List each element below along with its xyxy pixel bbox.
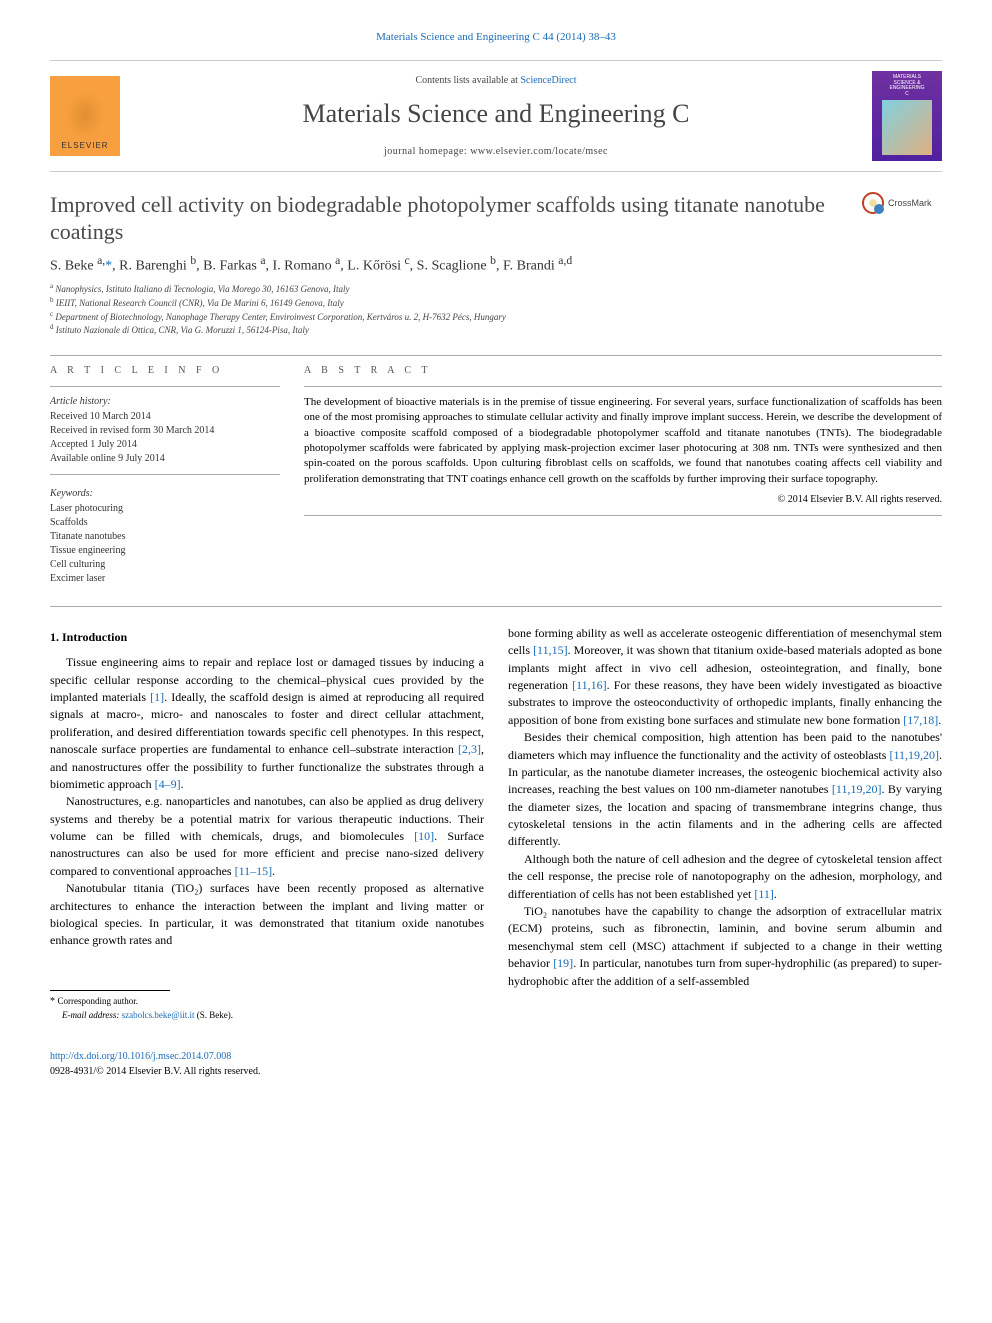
affiliation-line: a Nanophysics, Istituto Italiano di Tecn… [50,282,942,296]
ref-link[interactable]: [11,16] [572,678,607,692]
ref-link[interactable]: [11] [754,887,774,901]
ref-link[interactable]: [19] [553,956,573,970]
abstract-text: The development of bioactive materials i… [304,395,942,487]
p3-pre: Nanotubular titania (TiO₂) surfaces have… [50,881,484,947]
article-info-column: A R T I C L E I N F O Article history: R… [50,364,280,586]
ref-link[interactable]: [11–15] [235,864,273,878]
corresponding-label: Corresponding author. [58,996,139,1006]
ref-link[interactable]: [11,19,20] [889,748,939,762]
ref-link[interactable]: [1] [150,690,164,704]
history-label: Article history: [50,395,280,409]
ref-link[interactable]: [10] [414,829,434,843]
abstract-column: A B S T R A C T The development of bioac… [304,364,942,586]
email-label: E-mail address: [62,1010,122,1020]
header-banner: ELSEVIER Contents lists available at Sci… [50,60,942,172]
divider [304,386,942,387]
email-link[interactable]: szabolcs.beke@iit.it [122,1010,195,1020]
keywords-label: Keywords: [50,487,280,501]
affiliations-list: a Nanophysics, Istituto Italiano di Tecn… [50,282,942,336]
crossmark-icon [862,192,884,214]
p5-pre: Besides their chemical composition, high… [508,730,942,761]
keyword-item: Titanate nanotubes [50,530,280,544]
introduction-heading: 1. Introduction [50,629,484,646]
p6-pre: Although both the nature of cell adhesio… [508,852,942,901]
received-date: Received 10 March 2014 [50,410,280,424]
divider [50,355,942,356]
keyword-item: Scaffolds [50,516,280,530]
contents-available: Contents lists available at ScienceDirec… [120,74,872,88]
keyword-item: Tissue engineering [50,544,280,558]
corresponding-author-note: * Corresponding author. E-mail address: … [50,995,484,1022]
p7-post: . In particular, nanotubes turn from sup… [508,956,942,987]
p2-post: . [272,864,275,878]
journal-homepage: journal homepage: www.elsevier.com/locat… [120,145,872,159]
cover-title-text: MATERIALS SCIENCE & ENGINEERING C [889,75,924,97]
crossmark-badge[interactable]: CrossMark [862,192,942,214]
doi-link[interactable]: http://dx.doi.org/10.1016/j.msec.2014.07… [50,1049,942,1064]
keyword-item: Cell culturing [50,558,280,572]
affiliation-line: b IEIIT, National Research Council (CNR)… [50,296,942,310]
header-center: Contents lists available at ScienceDirec… [120,74,872,158]
article-info-label: A R T I C L E I N F O [50,364,280,378]
journal-cover-thumbnail: MATERIALS SCIENCE & ENGINEERING C [872,71,942,161]
intro-p5: Besides their chemical composition, high… [508,729,942,851]
elsevier-tree-icon [65,90,105,140]
revised-date: Received in revised form 30 March 2014 [50,424,280,438]
divider [50,474,280,475]
cover-image-icon [882,100,932,155]
divider [50,606,942,607]
sciencedirect-link[interactable]: ScienceDirect [520,75,576,86]
abstract-copyright: © 2014 Elsevier B.V. All rights reserved… [304,493,942,507]
p4-post: . [938,713,941,727]
ref-link[interactable]: [17,18] [903,713,938,727]
intro-p3: Nanotubular titania (TiO₂) surfaces have… [50,880,484,950]
intro-p1: Tissue engineering aims to repair and re… [50,654,484,793]
footer-block: http://dx.doi.org/10.1016/j.msec.2014.07… [50,1049,942,1079]
p1-post: . [181,777,184,791]
keywords-list: Laser photocuringScaffoldsTitanate nanot… [50,502,280,586]
journal-citation-link[interactable]: Materials Science and Engineering C 44 (… [50,30,942,45]
ref-link[interactable]: [4–9] [155,777,181,791]
email-suffix: (S. Beke). [194,1010,233,1020]
article-title: Improved cell activity on biodegradable … [50,192,862,245]
keyword-item: Laser photocuring [50,502,280,516]
divider [304,515,942,516]
intro-p4: bone forming ability as well as accelera… [508,625,942,729]
body-columns: 1. Introduction Tissue engineering aims … [50,625,942,1022]
contents-prefix: Contents lists available at [415,75,520,86]
meta-abstract-row: A R T I C L E I N F O Article history: R… [50,364,942,586]
intro-p7: TiO₂ nanotubes have the capability to ch… [508,903,942,990]
keywords-block: Keywords: Laser photocuringScaffoldsTita… [50,487,280,586]
crossmark-label: CrossMark [888,197,932,210]
ref-link[interactable]: [11,15] [533,643,568,657]
ref-link[interactable]: [11,19,20] [832,782,882,796]
intro-p2: Nanostructures, e.g. nanoparticles and n… [50,793,484,880]
available-date: Available online 9 July 2014 [50,452,280,466]
affiliation-line: d Istituto Nazionale di Ottica, CNR, Via… [50,323,942,337]
elsevier-logo: ELSEVIER [50,76,120,156]
abstract-label: A B S T R A C T [304,364,942,378]
affiliation-line: c Department of Biotechnology, Nanophage… [50,310,942,324]
keyword-item: Excimer laser [50,572,280,586]
star-icon: * [50,996,58,1007]
intro-p6: Although both the nature of cell adhesio… [508,851,942,903]
cover-line4: C [905,91,909,97]
title-row: Improved cell activity on biodegradable … [50,192,942,245]
journal-name: Materials Science and Engineering C [120,96,872,132]
authors-list: S. Beke a,*, R. Barenghi b, B. Farkas a,… [50,253,942,276]
divider [50,386,280,387]
accepted-date: Accepted 1 July 2014 [50,438,280,452]
ref-link[interactable]: [2,3] [458,742,481,756]
issn-copyright: 0928-4931/© 2014 Elsevier B.V. All right… [50,1064,942,1079]
p6-post: . [774,887,777,901]
footnote-divider [50,990,170,991]
elsevier-brand-text: ELSEVIER [61,140,108,151]
